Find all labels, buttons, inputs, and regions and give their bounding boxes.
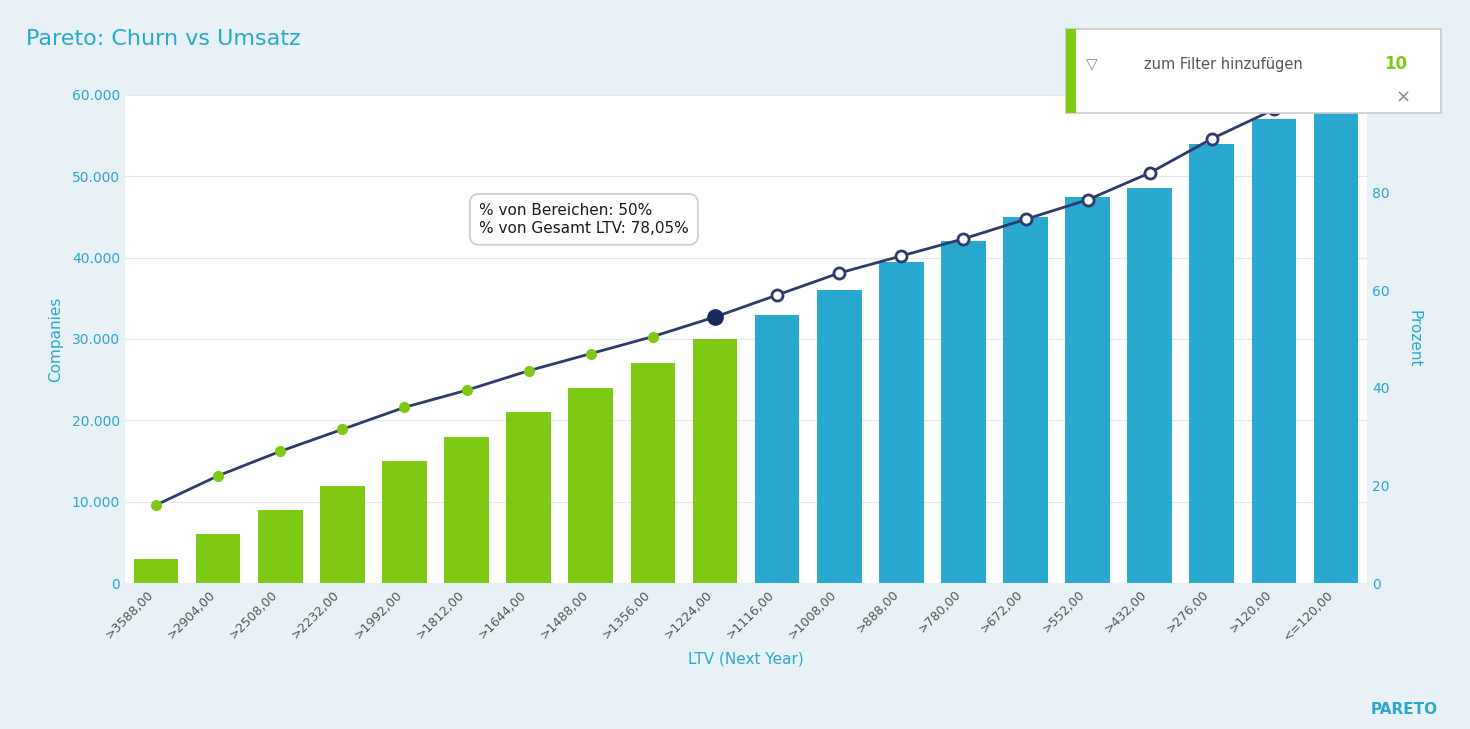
Bar bbox=[444, 437, 490, 583]
Bar bbox=[1251, 119, 1297, 583]
Text: Pareto: Churn vs Umsatz: Pareto: Churn vs Umsatz bbox=[26, 29, 301, 49]
Bar bbox=[817, 290, 861, 583]
Bar bbox=[754, 314, 800, 583]
Bar bbox=[1003, 217, 1048, 583]
Bar bbox=[941, 241, 986, 583]
Bar bbox=[1066, 29, 1076, 113]
Bar bbox=[320, 486, 365, 583]
Bar bbox=[382, 461, 426, 583]
Text: ×: × bbox=[1395, 89, 1411, 107]
Bar bbox=[1066, 197, 1110, 583]
Y-axis label: Companies: Companies bbox=[49, 296, 63, 382]
X-axis label: LTV (Next Year): LTV (Next Year) bbox=[688, 652, 804, 666]
Bar bbox=[506, 412, 551, 583]
Bar bbox=[1189, 144, 1235, 583]
Bar bbox=[569, 388, 613, 583]
Bar bbox=[134, 558, 178, 583]
Y-axis label: Prozent: Prozent bbox=[1407, 311, 1421, 367]
Bar bbox=[631, 363, 675, 583]
Bar bbox=[1127, 188, 1172, 583]
Text: ▽: ▽ bbox=[1086, 57, 1098, 72]
Bar bbox=[196, 534, 241, 583]
Text: 10: 10 bbox=[1385, 55, 1407, 74]
Bar bbox=[257, 510, 303, 583]
Text: % von Bereichen: 50%
% von Gesamt LTV: 78,05%: % von Bereichen: 50% % von Gesamt LTV: 7… bbox=[479, 203, 689, 235]
Bar bbox=[1314, 95, 1358, 583]
Bar bbox=[879, 262, 923, 583]
Text: zum Filter hinzufügen: zum Filter hinzufügen bbox=[1144, 57, 1302, 72]
Bar bbox=[692, 339, 738, 583]
Text: PARETO: PARETO bbox=[1370, 703, 1438, 717]
